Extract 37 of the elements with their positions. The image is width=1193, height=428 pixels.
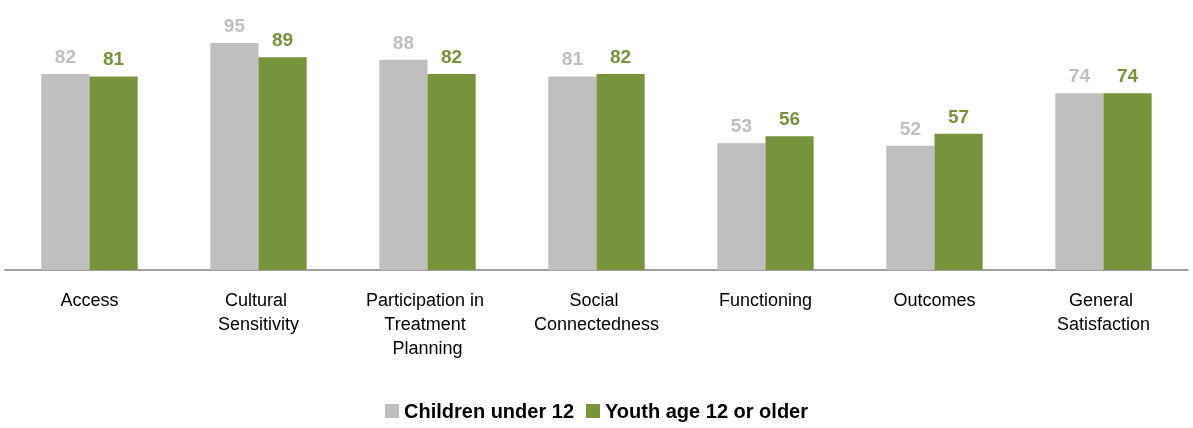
data-label: 81	[561, 48, 584, 70]
x-tick-label: Functioning	[718, 290, 813, 310]
data-label: 89	[272, 29, 294, 51]
data-label: 57	[948, 105, 970, 127]
bar	[548, 76, 597, 270]
legend-label: Youth age 12 or older	[605, 400, 809, 422]
legend-label: Children under 12	[403, 400, 575, 422]
x-tick-label: Cultural Sensitivity	[217, 290, 300, 334]
bar	[765, 136, 814, 270]
bar	[1055, 93, 1104, 270]
data-label: 53	[730, 115, 752, 137]
x-tick-label: Access	[60, 290, 119, 310]
bar	[886, 145, 935, 270]
data-label: 52	[899, 117, 921, 139]
bar	[89, 76, 138, 270]
bar	[596, 74, 645, 270]
bar	[427, 74, 476, 270]
data-label: 74	[1068, 65, 1091, 87]
bar	[41, 74, 90, 270]
data-label: 81	[103, 48, 125, 70]
data-label: 56	[779, 108, 801, 130]
x-tick-label: Social Connectedness	[533, 290, 660, 334]
data-label: 82	[54, 46, 76, 68]
bar	[210, 42, 259, 270]
bar	[717, 143, 766, 270]
data-label: 88	[392, 31, 414, 53]
bar	[258, 57, 307, 270]
bar	[379, 59, 428, 270]
bar	[934, 133, 983, 270]
data-label: 82	[610, 46, 632, 68]
x-tick-label: General Satisfaction	[1056, 290, 1151, 334]
data-label: 95	[223, 14, 246, 36]
x-tick-label: Outcomes	[893, 290, 976, 310]
x-tick-label: Participation in Treatment Planning	[365, 290, 490, 358]
data-label: 82	[441, 46, 463, 68]
bar	[1103, 93, 1152, 270]
data-label: 74	[1117, 65, 1139, 87]
